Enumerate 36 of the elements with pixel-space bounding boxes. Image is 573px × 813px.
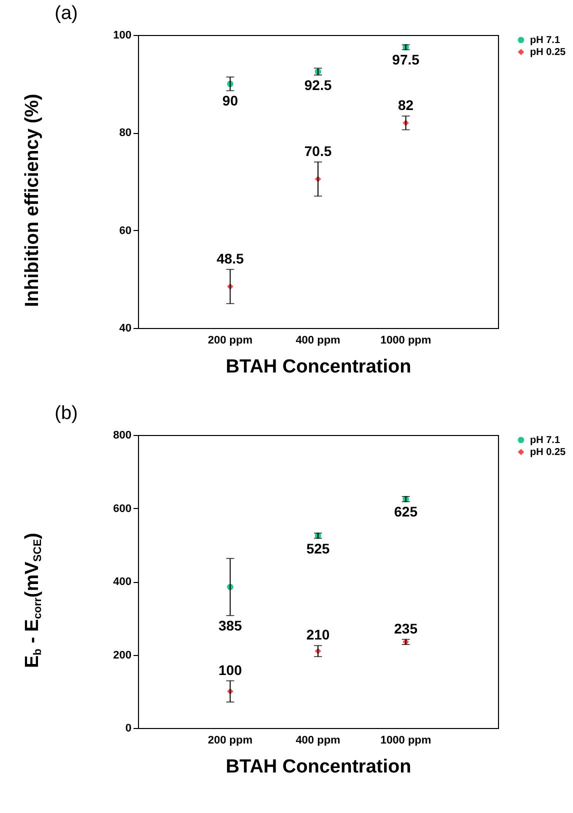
data-label: 625 — [394, 504, 418, 520]
x-tick-label: 400 ppm — [296, 334, 341, 346]
y-tick-label: 200 — [113, 649, 132, 662]
x-tick-label: 400 ppm — [296, 734, 341, 746]
y-axis-title: Inhibition efficiency (%) — [22, 92, 44, 310]
legend-label: pH 7.1 — [530, 435, 560, 446]
y-tick-label: 400 — [113, 576, 132, 588]
y-tick-label: 0 — [125, 722, 132, 734]
data-label: 385 — [218, 618, 242, 634]
x-axis-title: BTAH Concentration — [226, 356, 412, 378]
data-label: 235 — [394, 620, 418, 636]
x-tick-label: 200 ppm — [208, 734, 253, 746]
data-label: 48.5 — [216, 250, 244, 266]
chart-title: (b) — [54, 403, 78, 424]
x-tick-label: 1000 ppm — [380, 334, 432, 346]
y-tick-label: 80 — [119, 127, 132, 140]
y-tick-label: 100 — [113, 30, 132, 42]
legend-label: pH 7.1 — [530, 35, 560, 46]
y-tick-label: 60 — [119, 224, 132, 237]
x-tick-label: 200 ppm — [208, 334, 253, 346]
y-tick-label: 800 — [113, 430, 132, 442]
data-label: 90 — [222, 92, 238, 109]
y-tick-label: 600 — [113, 502, 132, 515]
legend-label: pH 0.25 — [530, 47, 566, 58]
data-label: 210 — [306, 626, 330, 643]
legend-label: pH 0.25 — [530, 447, 566, 458]
y-tick-label: 40 — [119, 322, 132, 334]
data-label: 92.5 — [304, 77, 332, 94]
x-axis-title: BTAH Concentration — [226, 756, 412, 778]
data-label: 97.5 — [392, 52, 420, 68]
data-label: 100 — [218, 662, 242, 678]
data-label: 525 — [306, 540, 330, 556]
chart-title: (a) — [54, 3, 78, 24]
data-label: 82 — [398, 97, 414, 114]
x-tick-label: 1000 ppm — [380, 734, 432, 746]
data-label: 70.5 — [304, 142, 332, 159]
